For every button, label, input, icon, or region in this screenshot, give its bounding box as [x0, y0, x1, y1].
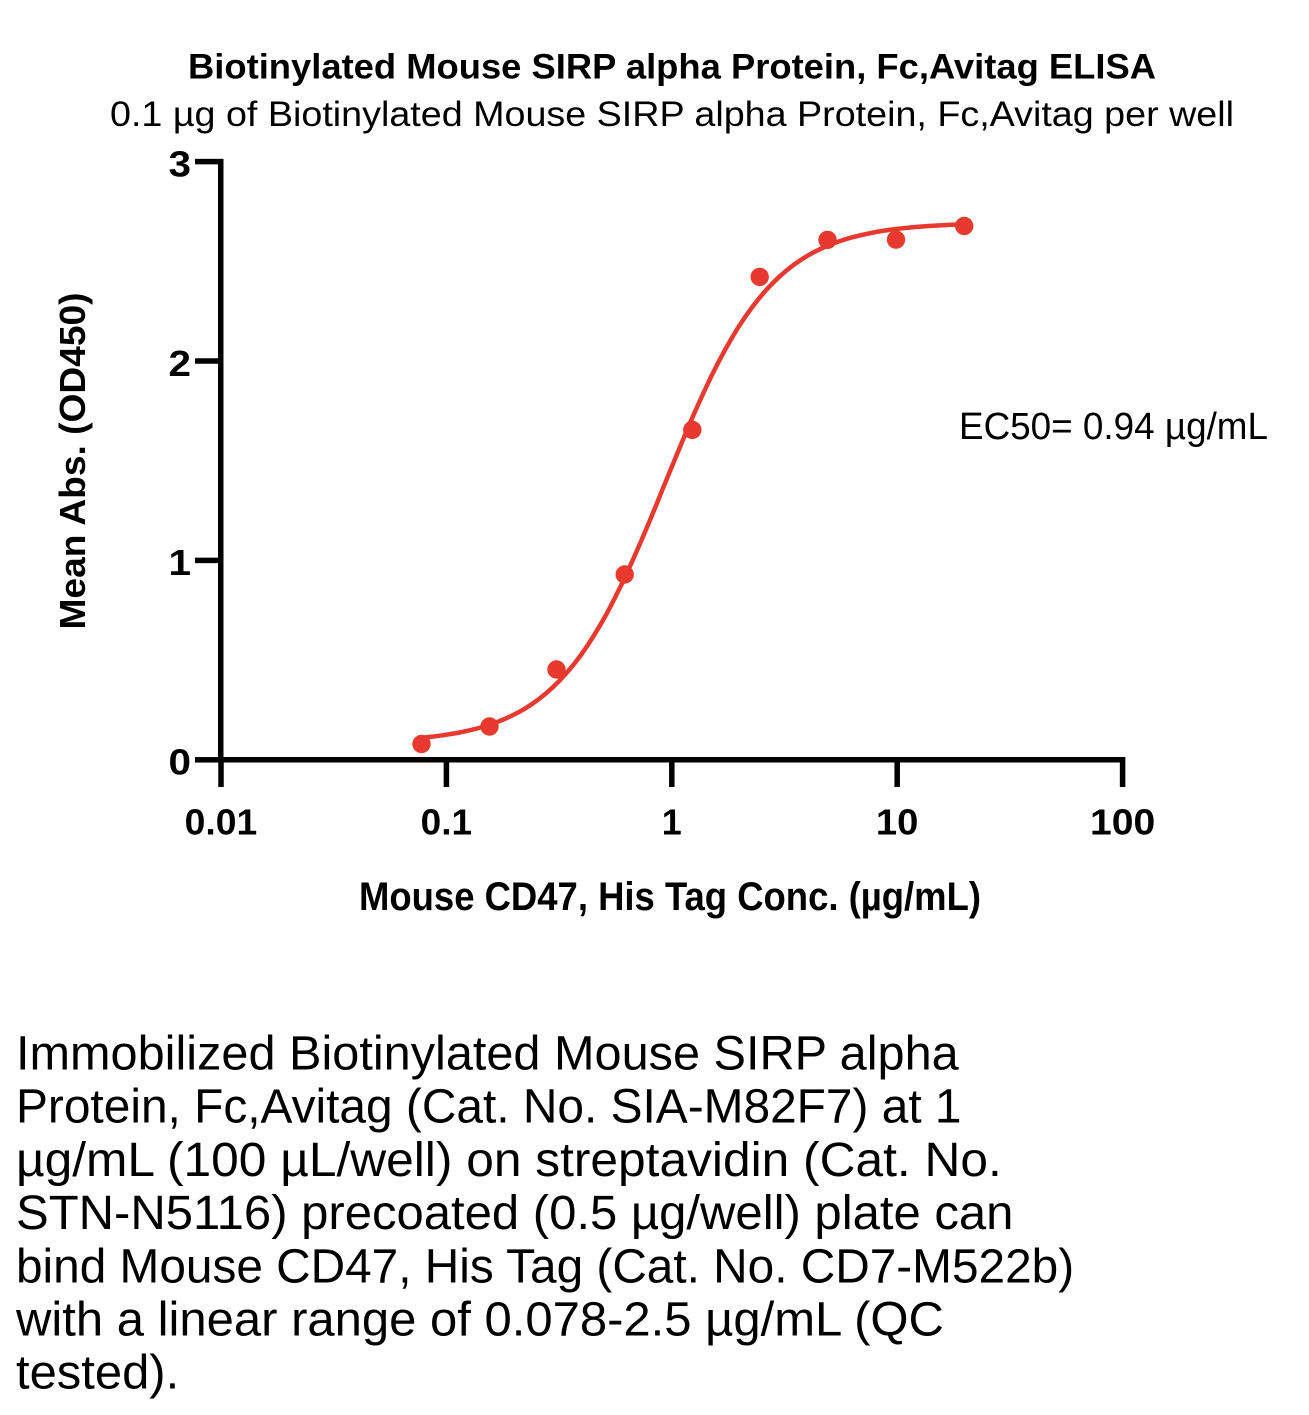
svg-text:0.1: 0.1	[421, 801, 472, 842]
svg-text:0.1 µg of Biotinylated Mouse S: 0.1 µg of Biotinylated Mouse SIRP alpha …	[110, 95, 1234, 134]
svg-text:STN-N5116) precoated (0.5 µg/w: STN-N5116) precoated (0.5 µg/well) plate…	[16, 1187, 1013, 1240]
svg-text:µg/mL (100 µL/well) on strepta: µg/mL (100 µL/well) on streptavidin (Cat…	[16, 1134, 1002, 1187]
svg-text:with a linear range of 0.078-2: with a linear range of 0.078-2.5 µg/mL (…	[15, 1294, 944, 1347]
svg-text:1: 1	[662, 801, 682, 842]
svg-text:10: 10	[876, 801, 919, 842]
svg-text:1: 1	[169, 542, 192, 583]
svg-text:Protein, Fc,Avitag (Cat. No. S: Protein, Fc,Avitag (Cat. No. SIA-M82F7) …	[16, 1081, 962, 1134]
svg-text:Mean Abs. (OD450): Mean Abs. (OD450)	[52, 293, 93, 630]
svg-text:2: 2	[169, 343, 192, 384]
svg-text:Immobilized Biotinylated Mouse: Immobilized Biotinylated Mouse SIRP alph…	[16, 1028, 959, 1081]
svg-text:100: 100	[1090, 801, 1155, 842]
svg-text:EC50= 0.94 µg/mL: EC50= 0.94 µg/mL	[959, 406, 1268, 448]
svg-text:bind Mouse CD47, His Tag (Cat.: bind Mouse CD47, His Tag (Cat. No. CD7-M…	[16, 1240, 1074, 1293]
svg-text:Mouse CD47, His Tag Conc. (µg/: Mouse CD47, His Tag Conc. (µg/mL)	[359, 875, 981, 919]
svg-text:Biotinylated Mouse SIRP alpha: Biotinylated Mouse SIRP alpha Protein, F…	[188, 47, 1156, 86]
svg-text:0: 0	[169, 742, 192, 783]
svg-text:3: 3	[169, 143, 192, 184]
svg-text:tested).: tested).	[16, 1347, 179, 1400]
svg-text:0.01: 0.01	[185, 801, 258, 842]
